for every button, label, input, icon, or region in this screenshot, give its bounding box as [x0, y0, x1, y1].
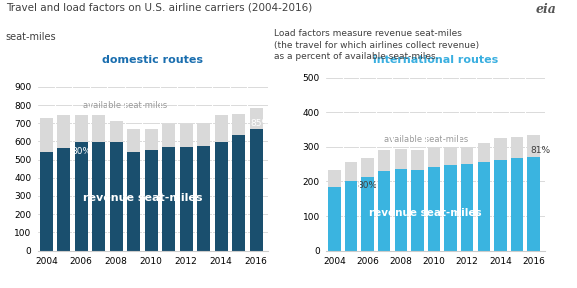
- Bar: [344, 162, 357, 181]
- Bar: [249, 129, 263, 251]
- Bar: [461, 164, 473, 251]
- Bar: [232, 135, 245, 251]
- Bar: [428, 166, 440, 251]
- Text: 80%: 80%: [71, 147, 91, 156]
- Bar: [215, 115, 228, 142]
- Text: available seat-miles: available seat-miles: [83, 101, 167, 110]
- Text: 81%: 81%: [530, 146, 550, 155]
- Bar: [197, 123, 210, 146]
- Text: revenue seat-miles: revenue seat-miles: [369, 208, 482, 217]
- Bar: [478, 143, 490, 162]
- Text: 80%: 80%: [358, 181, 377, 190]
- Bar: [40, 152, 53, 251]
- Text: domestic routes: domestic routes: [102, 55, 204, 65]
- Bar: [494, 160, 507, 251]
- Bar: [378, 150, 391, 171]
- Bar: [378, 171, 391, 251]
- Bar: [511, 158, 523, 251]
- Bar: [478, 162, 490, 251]
- Bar: [57, 148, 70, 251]
- Text: Travel and load factors on U.S. airline carriers (2004-2016): Travel and load factors on U.S. airline …: [6, 3, 312, 13]
- Bar: [127, 129, 140, 152]
- Text: seat-miles: seat-miles: [6, 32, 57, 42]
- Bar: [444, 165, 457, 251]
- Bar: [145, 129, 158, 149]
- Bar: [395, 149, 407, 169]
- Bar: [527, 135, 540, 157]
- Bar: [328, 170, 340, 187]
- Bar: [328, 187, 340, 251]
- Bar: [344, 181, 357, 251]
- Bar: [179, 147, 193, 251]
- Bar: [179, 124, 193, 147]
- Text: revenue seat-miles: revenue seat-miles: [83, 193, 202, 203]
- Bar: [461, 147, 473, 164]
- Text: eia: eia: [536, 3, 557, 16]
- Bar: [162, 147, 175, 251]
- Text: 85%: 85%: [251, 119, 271, 128]
- Bar: [511, 137, 523, 158]
- Bar: [411, 170, 424, 251]
- Bar: [162, 124, 175, 147]
- Bar: [110, 120, 123, 142]
- Bar: [494, 138, 507, 160]
- Bar: [40, 118, 53, 152]
- Text: international routes: international routes: [373, 55, 499, 65]
- Bar: [74, 115, 88, 142]
- Bar: [197, 146, 210, 251]
- Bar: [361, 158, 374, 177]
- Bar: [92, 142, 105, 251]
- Bar: [74, 142, 88, 251]
- Bar: [232, 114, 245, 135]
- Bar: [395, 169, 407, 251]
- Bar: [444, 147, 457, 165]
- Bar: [411, 150, 424, 170]
- Bar: [215, 142, 228, 251]
- Text: available seat-miles: available seat-miles: [384, 135, 468, 144]
- Bar: [428, 147, 440, 166]
- Bar: [110, 142, 123, 251]
- Bar: [127, 152, 140, 251]
- Bar: [361, 177, 374, 251]
- Bar: [57, 115, 70, 148]
- Text: Load factors measure revenue seat-miles
(the travel for which airlines collect r: Load factors measure revenue seat-miles …: [274, 29, 479, 61]
- Bar: [249, 108, 263, 129]
- Bar: [92, 115, 105, 142]
- Bar: [527, 157, 540, 251]
- Bar: [145, 149, 158, 251]
